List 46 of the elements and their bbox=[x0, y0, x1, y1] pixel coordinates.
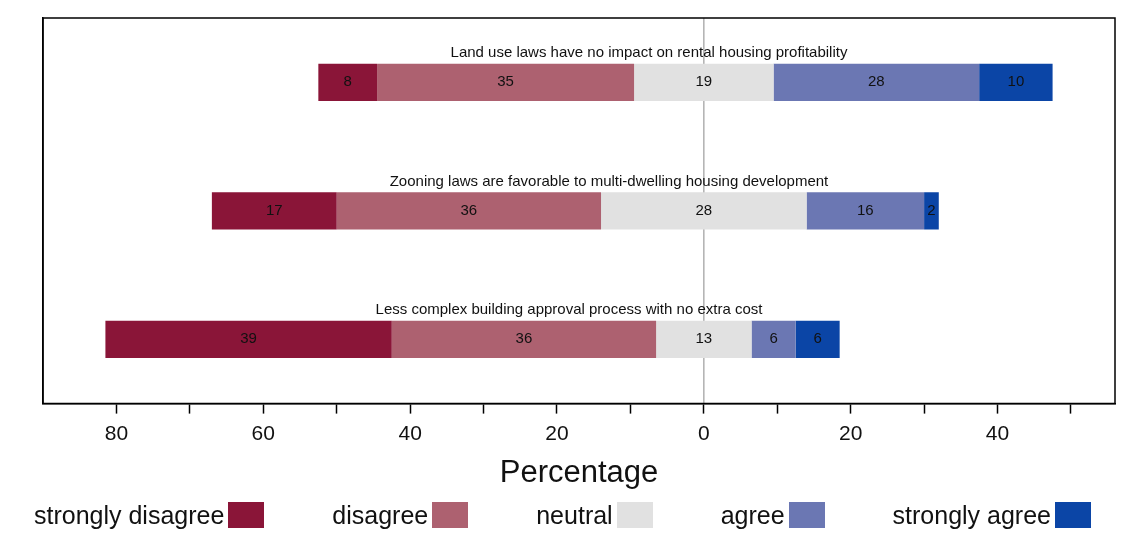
bar bbox=[318, 63, 378, 101]
y-tick-label: Less complex building approval process with no extra cost bbox=[375, 300, 764, 318]
data-label: 28 bbox=[695, 200, 713, 218]
data-label: 10 bbox=[1007, 72, 1025, 90]
data-label: 39 bbox=[240, 329, 257, 347]
bar bbox=[751, 320, 796, 358]
data-label: 6 bbox=[813, 329, 822, 347]
data-label: 36 bbox=[460, 200, 478, 218]
data-label: 28 bbox=[868, 72, 885, 90]
bar bbox=[211, 192, 337, 230]
x-tick-label: 80 bbox=[104, 421, 129, 444]
bar bbox=[773, 63, 980, 101]
data-label: 2 bbox=[927, 200, 936, 218]
bar bbox=[601, 192, 807, 230]
x-tick-label: 0 bbox=[697, 421, 710, 444]
bar bbox=[377, 63, 635, 101]
legend-label: agree bbox=[720, 500, 785, 530]
legend-label: strongly disagree bbox=[33, 500, 225, 530]
bar bbox=[391, 320, 657, 358]
data-label: 6 bbox=[769, 329, 778, 347]
data-label: 13 bbox=[695, 329, 713, 347]
legend-label: strongly agree bbox=[892, 500, 1051, 530]
bar bbox=[924, 192, 939, 230]
data-label: 35 bbox=[497, 72, 514, 90]
x-tick-label: 40 bbox=[398, 421, 422, 444]
x-tick-label: 20 bbox=[838, 421, 863, 444]
legend-label: disagree bbox=[332, 500, 429, 530]
x-axis-title: Percentage bbox=[499, 453, 659, 489]
bar bbox=[634, 63, 774, 101]
bar bbox=[806, 192, 925, 230]
data-label: 19 bbox=[695, 72, 713, 90]
bar bbox=[795, 320, 840, 358]
x-tick-label: 20 bbox=[545, 421, 569, 444]
legend-label: neutral bbox=[536, 500, 613, 530]
bar bbox=[656, 320, 752, 358]
data-label: 8 bbox=[343, 72, 352, 90]
data-label: 16 bbox=[857, 200, 874, 218]
x-tick-label: 40 bbox=[985, 421, 1010, 444]
bar bbox=[336, 192, 602, 230]
y-tick-label: Land use laws have no impact on rental housing profitability bbox=[450, 43, 848, 61]
data-label: 17 bbox=[265, 200, 283, 218]
bar bbox=[979, 63, 1053, 101]
data-label: 36 bbox=[515, 329, 533, 347]
bar bbox=[105, 320, 392, 358]
x-tick-label: 60 bbox=[251, 421, 275, 444]
y-tick-label: Zooning laws are favorable to multi-dwelling housing development bbox=[389, 171, 830, 189]
